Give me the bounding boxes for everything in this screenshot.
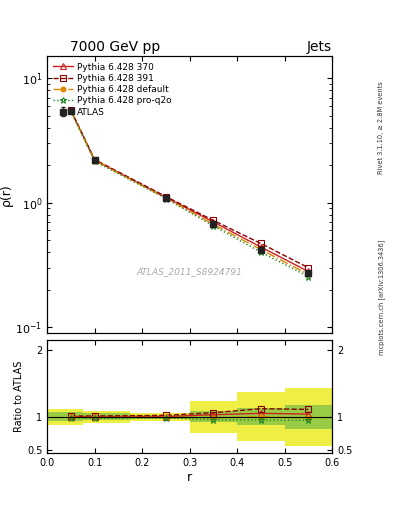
Pythia 6.428 pro-q2o: [211, 223, 216, 229]
Legend: Pythia 6.428 370, Pythia 6.428 391, Pythia 6.428 default, Pythia 6.428 pro-q2o, : Pythia 6.428 370, Pythia 6.428 391, Pyth…: [50, 59, 175, 120]
Pythia 6.428 391: [306, 265, 311, 271]
X-axis label: r: r: [187, 471, 192, 484]
Pythia 6.428 default: [306, 271, 311, 278]
Pythia 6.428 default: [259, 246, 263, 252]
Pythia 6.428 370: [92, 157, 97, 163]
Pythia 6.428 pro-q2o: [306, 273, 311, 280]
Y-axis label: Ratio to ATLAS: Ratio to ATLAS: [14, 361, 24, 433]
Pythia 6.428 370: [211, 219, 216, 225]
Text: 7000 GeV pp: 7000 GeV pp: [70, 40, 160, 54]
Pythia 6.428 pro-q2o: [163, 196, 168, 202]
Line: Pythia 6.428 pro-q2o: Pythia 6.428 pro-q2o: [68, 108, 312, 280]
Pythia 6.428 370: [306, 268, 311, 274]
Pythia 6.428 default: [211, 221, 216, 227]
Line: Pythia 6.428 391: Pythia 6.428 391: [68, 108, 311, 270]
Text: mcplots.cern.ch [arXiv:1306.3436]: mcplots.cern.ch [arXiv:1306.3436]: [378, 239, 385, 355]
Pythia 6.428 370: [68, 108, 73, 114]
Pythia 6.428 default: [163, 195, 168, 201]
Pythia 6.428 391: [211, 218, 216, 224]
Pythia 6.428 pro-q2o: [259, 249, 263, 255]
Line: Pythia 6.428 370: Pythia 6.428 370: [68, 108, 311, 274]
Pythia 6.428 pro-q2o: [92, 158, 97, 164]
Pythia 6.428 370: [163, 195, 168, 201]
Pythia 6.428 391: [163, 194, 168, 200]
Y-axis label: ρ(r): ρ(r): [0, 183, 13, 206]
Text: Jets: Jets: [307, 40, 332, 54]
Pythia 6.428 370: [259, 244, 263, 250]
Pythia 6.428 391: [68, 107, 73, 113]
Pythia 6.428 default: [68, 108, 73, 114]
Text: ATLAS_2011_S8924791: ATLAS_2011_S8924791: [137, 267, 242, 276]
Pythia 6.428 default: [92, 158, 97, 164]
Line: Pythia 6.428 default: Pythia 6.428 default: [68, 109, 311, 277]
Pythia 6.428 pro-q2o: [68, 108, 73, 114]
Text: Rivet 3.1.10, ≥ 2.8M events: Rivet 3.1.10, ≥ 2.8M events: [378, 81, 384, 175]
Pythia 6.428 391: [259, 241, 263, 247]
Pythia 6.428 391: [92, 157, 97, 163]
